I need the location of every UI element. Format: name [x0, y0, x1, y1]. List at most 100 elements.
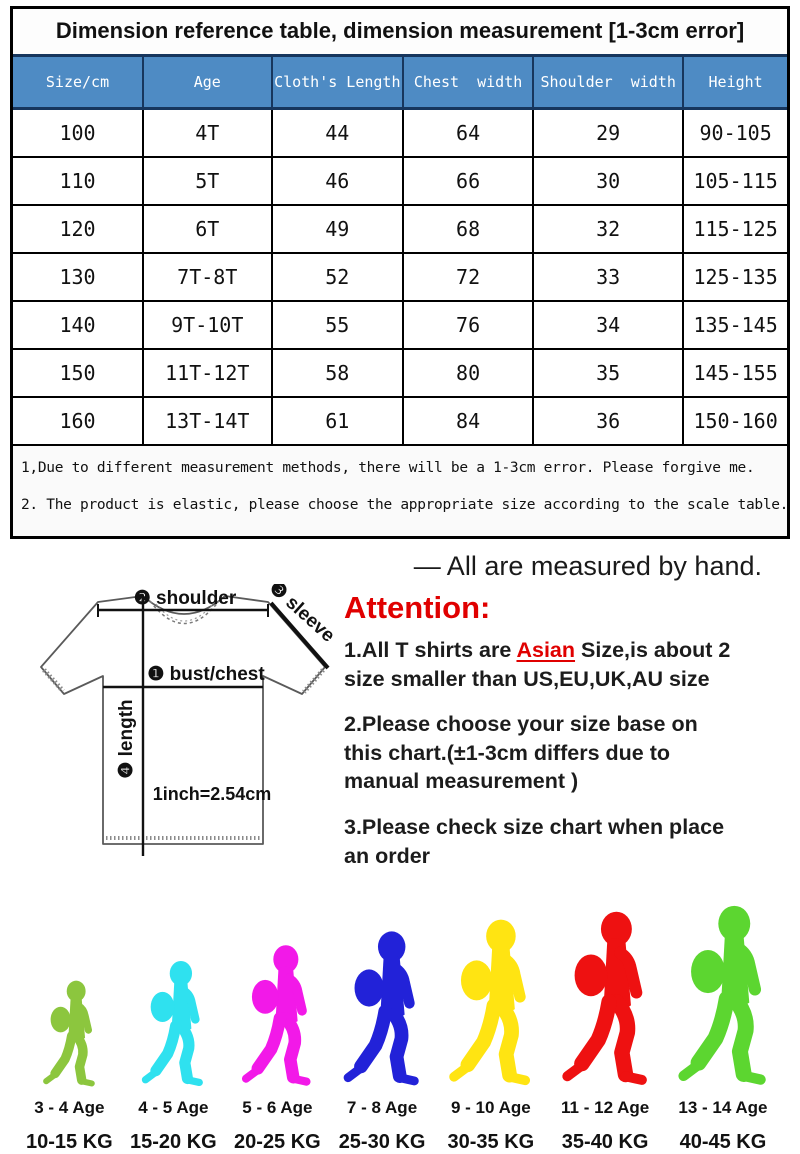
size-table-body: 100 4T 44 64 29 90-105 110 5T 46 66 30 105-115 120 6T…	[13, 107, 787, 446]
column-header: Chest width	[402, 54, 535, 110]
bust-chest-label: ❶ bust/chest	[147, 664, 265, 685]
inch-scale-label: 1inch=2.54cm	[153, 784, 272, 804]
attention-item1-pre: 1.All T shirts are	[344, 638, 517, 662]
kid-size-column: 5 - 6 Age 20-25 KG	[234, 943, 321, 1154]
table-cell: 7T-8T	[142, 252, 273, 302]
table-cell: 135-145	[682, 300, 787, 350]
table-cell: 84	[402, 396, 535, 446]
table-cell: 58	[270, 348, 405, 398]
table-cell: 76	[402, 300, 535, 350]
tshirt-measurement-diagram: ❷ shoulder ❸ sleeve ❶ bust/chest ❹ lengt…	[0, 577, 340, 887]
kid-age-label: 13 - 14 Age	[678, 1098, 768, 1118]
table-note: 1,Due to different measurement methods, …	[21, 460, 755, 476]
kids-size-row: 3 - 4 Age 10-15 KG 4 - 5 Age 15-20 KG	[0, 903, 800, 1154]
kid-size-column: 4 - 5 Age 15-20 KG	[130, 959, 217, 1154]
size-table-title: Dimension reference table, dimension mea…	[55, 18, 745, 43]
kid-weight-label: 10-15 KG	[26, 1131, 113, 1154]
table-cell: 29	[532, 107, 685, 158]
kid-size-column: 7 - 8 Age 25-30 KG	[338, 929, 426, 1154]
attention-line: this chart.(±1-3cm differs due to	[344, 740, 670, 765]
kid-age-label: 9 - 10 Age	[451, 1098, 531, 1118]
table-cell: 13T-14T	[142, 396, 273, 446]
table-cell: 160	[13, 396, 145, 446]
table-row: 150 11T-12T 58 80 35 145-155	[13, 348, 787, 398]
table-cell: 33	[532, 252, 685, 302]
kid-age-label: 3 - 4 Age	[34, 1098, 105, 1118]
table-row: 110 5T 46 66 30 105-115	[13, 156, 787, 206]
child-silhouette-icon	[42, 980, 95, 1087]
attention-line: 2.Please choose your size base on	[344, 712, 698, 737]
child-silhouette-icon	[142, 961, 204, 1087]
table-row: 140 9T-10T 55 76 34 135-145	[13, 300, 787, 350]
attention-block: Attention: 1.All T shirts are Asian Size…	[340, 584, 800, 887]
kid-weight-label: 20-25 KG	[234, 1131, 321, 1154]
kid-age-label: 7 - 8 Age	[346, 1098, 418, 1118]
shoulder-measure-ticks	[97, 604, 269, 617]
table-cell: 61	[270, 396, 405, 446]
child-silhouette-icon	[561, 911, 647, 1086]
table-cell: 125-135	[682, 252, 787, 302]
middle-section: ❷ shoulder ❸ sleeve ❶ bust/chest ❹ lengt…	[0, 577, 800, 887]
left-cuff-stitch	[42, 668, 65, 693]
kid-weight-label: 35-40 KG	[561, 1131, 649, 1154]
right-cuff-stitch	[302, 668, 325, 694]
size-table-header-row: Size/cm Age Cloth's Length Chest width Shoul…	[13, 54, 787, 110]
table-cell: 90-105	[682, 107, 787, 158]
table-cell: 52	[270, 252, 405, 302]
child-silhouette-icon	[343, 931, 419, 1086]
table-row: 120 6T 49 68 32 115-125	[13, 204, 787, 254]
table-cell: 68	[402, 204, 535, 254]
kid-size-column: 11 - 12 Age 35-40 KG	[556, 909, 655, 1154]
measured-by-hand-text: — All are measured by hand.	[413, 551, 762, 581]
table-cell: 145-155	[682, 348, 787, 398]
table-cell: 66	[402, 156, 535, 206]
attention-item1-line2: size smaller than US,EU,UK,AU size	[344, 666, 710, 691]
tshirt-outline	[40, 595, 326, 845]
column-header: Height	[682, 54, 787, 110]
attention-line: manual measurement )	[344, 769, 579, 794]
child-silhouette-icon	[449, 919, 531, 1086]
column-header: Shoulder width	[532, 54, 685, 110]
table-row: 160 13T-14T 61 84 36 150-160	[13, 396, 787, 446]
child-silhouette-icon	[678, 905, 766, 1085]
table-cell: 46	[270, 156, 405, 206]
attention-item-2: 2.Please choose your size base on this ch…	[344, 710, 782, 796]
kid-weight-label: 15-20 KG	[130, 1131, 217, 1154]
table-cell: 6T	[142, 204, 273, 254]
kid-size-column: 3 - 4 Age 10-15 KG	[26, 979, 113, 1154]
kid-size-column: 13 - 14 Age 40-45 KG	[672, 903, 774, 1154]
size-table-notes: 1,Due to different measurement methods, …	[13, 446, 788, 536]
kid-weight-label: 25-30 KG	[338, 1131, 426, 1154]
table-cell: 80	[402, 348, 535, 398]
tshirt-diagram-svg: ❷ shoulder ❸ sleeve ❶ bust/chest ❹ lengt…	[40, 577, 339, 856]
table-cell: 150	[13, 348, 145, 398]
size-table: Size/cm Age Cloth's Length Chest width Shoul…	[13, 54, 787, 446]
table-cell: 120	[13, 204, 145, 254]
table-cell: 4T	[142, 107, 273, 158]
table-cell: 34	[532, 300, 685, 350]
attention-item-3: 3.Please check size chart when place an o…	[344, 813, 782, 870]
column-header: Age	[142, 54, 273, 110]
table-cell: 100	[13, 107, 145, 158]
attention-line: an order	[344, 843, 431, 868]
table-cell: 44	[270, 107, 405, 158]
table-row: 100 4T 44 64 29 90-105	[13, 107, 787, 158]
kid-age-label: 11 - 12 Age	[561, 1098, 650, 1118]
column-header: Cloth's Length	[270, 54, 405, 110]
table-cell: 115-125	[682, 204, 787, 254]
table-cell: 72	[402, 252, 535, 302]
table-cell: 130	[13, 252, 145, 302]
kid-size-column: 9 - 10 Age 30-35 KG	[443, 917, 538, 1154]
kid-age-label: 5 - 6 Age	[242, 1098, 313, 1118]
table-row: 130 7T-8T 52 72 33 125-135	[13, 252, 787, 302]
asian-size-highlight: Asian	[516, 638, 576, 662]
table-cell: 5T	[142, 156, 273, 206]
table-cell: 49	[270, 204, 405, 254]
kid-weight-label: 40-45 KG	[679, 1131, 767, 1154]
table-cell: 9T-10T	[142, 300, 273, 350]
column-header: Size/cm	[13, 54, 145, 110]
sleeve-measure-line	[269, 601, 330, 670]
table-cell: 105-115	[682, 156, 787, 206]
table-cell: 140	[13, 300, 145, 350]
table-cell: 55	[270, 300, 405, 350]
